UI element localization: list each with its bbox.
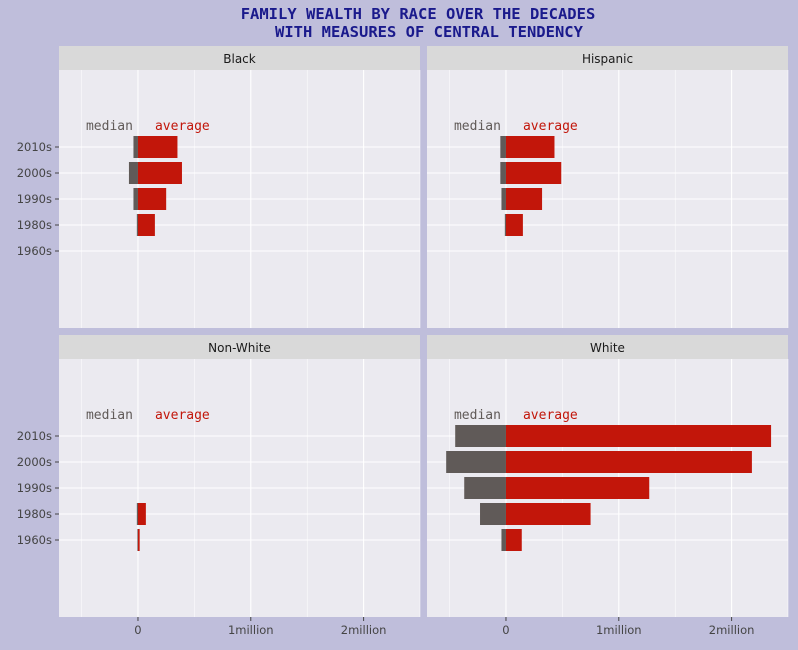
average-bar <box>137 529 140 551</box>
average-label: average <box>523 119 578 134</box>
facet-strip-label: Non-White <box>208 341 271 355</box>
average-bar <box>137 162 182 184</box>
median-bar <box>501 188 506 210</box>
median-bar <box>480 503 506 525</box>
average-bar <box>505 451 752 473</box>
y-tick-label: 2000s <box>17 455 52 469</box>
average-bar <box>505 425 772 447</box>
median-bar <box>501 529 506 551</box>
y-tick-label: 2010s <box>17 140 52 154</box>
y-tick-label: 1960s <box>17 244 52 258</box>
median-label: median <box>454 408 501 423</box>
average-bar <box>505 477 650 499</box>
x-tick-label: 0 <box>502 623 509 637</box>
average-bar <box>505 162 562 184</box>
median-bar <box>500 162 506 184</box>
average-bar <box>137 136 178 158</box>
median-bar <box>455 425 506 447</box>
facet-strip-label: Black <box>223 52 256 66</box>
median-bar <box>136 214 138 236</box>
facet-strip <box>427 46 788 70</box>
median-bar <box>504 214 506 236</box>
average-bar <box>137 214 155 236</box>
average-bar <box>505 136 555 158</box>
average-bar <box>505 214 523 236</box>
panel-white: White median average <box>427 335 789 617</box>
median-bar <box>136 503 138 525</box>
median-bar <box>128 162 138 184</box>
median-label: median <box>86 408 133 423</box>
x-tick-label: 0 <box>134 623 141 637</box>
facet-strip <box>59 335 420 359</box>
average-bar <box>137 188 167 210</box>
median-label: median <box>454 119 501 134</box>
x-tick-label: 1million <box>228 623 274 637</box>
y-tick-label: 1990s <box>17 481 52 495</box>
facet-panels: Black median average 1960s 1980s 1990s 2000s 20… <box>17 46 789 637</box>
median-bar <box>137 529 138 551</box>
y-tick-label: 2000s <box>17 166 52 180</box>
median-bar <box>133 188 138 210</box>
median-bar <box>464 477 506 499</box>
x-tick-label: 2million <box>341 623 387 637</box>
average-bar <box>505 188 543 210</box>
facet-strip-label: Hispanic <box>582 52 633 66</box>
chart-title-line-1: FAMILY WEALTH BY RACE OVER THE DECADES <box>241 5 596 23</box>
median-bar <box>500 136 506 158</box>
average-bar <box>137 503 146 525</box>
y-tick-label: 1980s <box>17 218 52 232</box>
facet-strip <box>59 46 420 70</box>
facet-strip-label: White <box>590 341 625 355</box>
average-label: average <box>155 408 210 423</box>
average-label: average <box>523 408 578 423</box>
chart-title-line-2: WITH MEASURES OF CENTRAL TENDENCY <box>275 23 584 41</box>
panel-non-white: Non-White median average <box>59 335 421 617</box>
average-label: average <box>155 119 210 134</box>
x-tick-label: 1million <box>596 623 642 637</box>
y-tick-label: 1960s <box>17 533 52 547</box>
x-tick-label: 2million <box>709 623 755 637</box>
y-tick-label: 2010s <box>17 429 52 443</box>
y-tick-label: 1980s <box>17 507 52 521</box>
y-tick-label: 1990s <box>17 192 52 206</box>
panel-black: Black median average <box>59 46 421 328</box>
facet-strip <box>427 335 788 359</box>
median-bar <box>133 136 138 158</box>
median-label: median <box>86 119 133 134</box>
median-bar <box>446 451 506 473</box>
panel-hispanic: Hispanic median average <box>427 46 789 328</box>
average-bar <box>505 529 522 551</box>
average-bar <box>505 503 591 525</box>
